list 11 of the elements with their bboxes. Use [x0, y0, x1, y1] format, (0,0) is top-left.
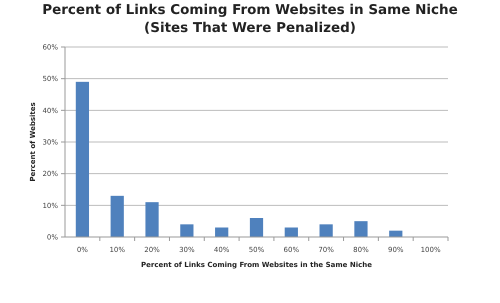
chart-title: Percent of Links Coming From Websites in Same Niche (Sites That Were Penalized): [42, 2, 458, 36]
bar: [110, 196, 124, 237]
bar: [284, 228, 298, 237]
bar: [76, 82, 90, 237]
bar: [354, 221, 368, 237]
bar: [250, 218, 264, 237]
bar: [320, 224, 333, 237]
bar: [145, 202, 159, 237]
bar: [180, 224, 194, 237]
bar: [215, 228, 228, 237]
bar: [389, 230, 402, 237]
